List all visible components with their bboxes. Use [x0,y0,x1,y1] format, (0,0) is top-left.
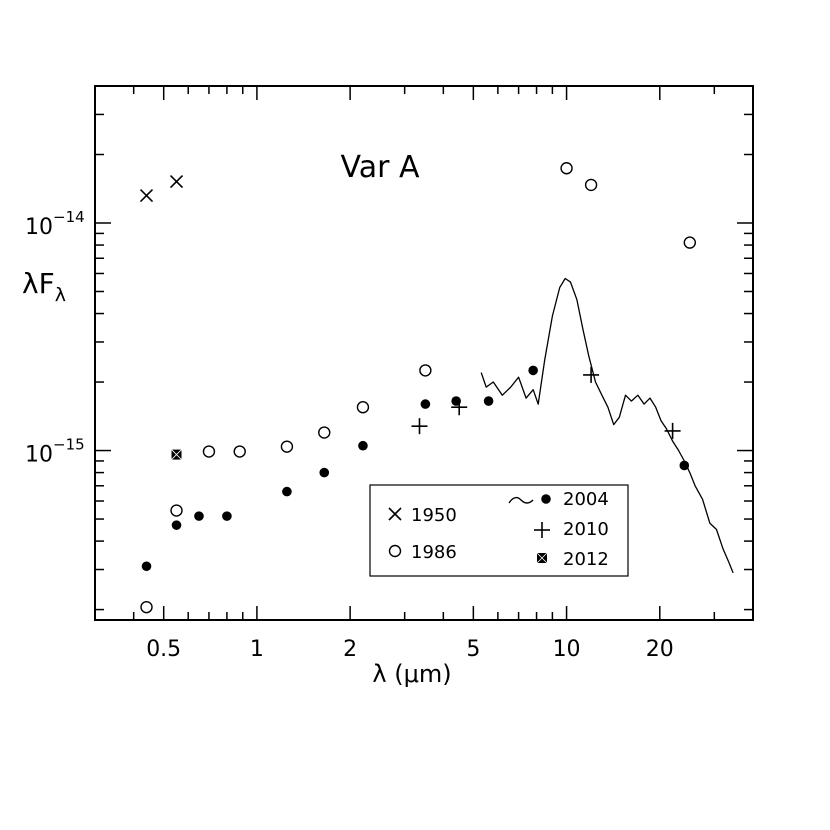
legend-symbol-2004-line [508,496,534,504]
legend-label-2004: 2004 [563,489,609,510]
cross-stroke [139,188,154,203]
point-2010 [583,366,600,383]
y-tick-label-exponent: −14 [53,208,85,226]
legend-label-1950: 1950 [411,505,457,526]
cross-stroke [169,175,184,189]
point-2010 [451,399,468,416]
point-2010 [411,418,428,435]
square-diag [171,449,182,460]
legend-symbol-2010 [534,522,550,538]
point-2004 [319,467,330,478]
point-1950 [169,175,184,189]
y-tick-label-base: 10 [25,443,53,468]
point-2004 [528,365,538,376]
point-1986 [280,440,294,453]
y-tick-label-exponent: −15 [53,436,85,454]
point-1986 [560,162,573,175]
point-2004 [222,511,232,521]
legend-label-2010: 2010 [563,519,609,540]
legend-symbol-2004-dot [541,494,551,504]
point-2004 [171,520,182,530]
y-axis-title-sub: λ [55,284,66,306]
x-tick-label: 20 [646,637,674,662]
point-2004 [194,511,204,521]
point-1986 [584,178,598,192]
point-1986 [170,504,183,517]
point-2004 [282,486,292,497]
plot-frame [94,85,754,621]
point-1986 [202,445,216,458]
point-1986 [318,426,331,439]
legend: 1950 1986 2004 2010 2012 [369,484,629,577]
y-axis-title: λFλ [22,267,66,306]
point-2004 [420,399,431,409]
point-2004 [141,561,152,572]
point-1986 [140,600,153,614]
legend-label-2012: 2012 [563,549,609,570]
point-1950 [139,188,154,203]
square-diag [536,552,548,564]
point-1986 [419,364,432,377]
point-2004 [483,396,494,406]
point-2004 [679,460,690,471]
point-1986 [356,401,370,414]
x-tick-label: 5 [466,637,480,662]
cross-stroke [388,507,402,521]
point-2010 [664,422,681,439]
point-1986 [683,236,696,249]
spectrum-line-2004 [480,277,734,574]
legend-symbol-1950 [388,507,402,521]
y-tick-label-base: 10 [25,215,53,240]
legend-symbol-1986 [388,544,402,558]
x-tick-label: 0.5 [146,637,181,662]
point-1986 [233,445,246,458]
x-axis-title: λ (μm) [372,660,451,688]
point-2012 [171,449,182,460]
y-tick-label: 10−14 [25,208,85,240]
x-tick-label: 2 [343,637,357,662]
x-tick-label: 10 [553,637,581,662]
legend-symbol-2012 [536,552,548,564]
point-2004 [358,440,368,451]
chart-title: Var A [341,150,420,185]
data-marks [139,162,734,614]
legend-label-1986: 1986 [411,542,457,563]
y-axis-title-main: λF [22,267,55,300]
legend-box [369,484,629,577]
y-tick-label: 10−15 [25,436,85,468]
x-tick-label: 1 [250,637,264,662]
